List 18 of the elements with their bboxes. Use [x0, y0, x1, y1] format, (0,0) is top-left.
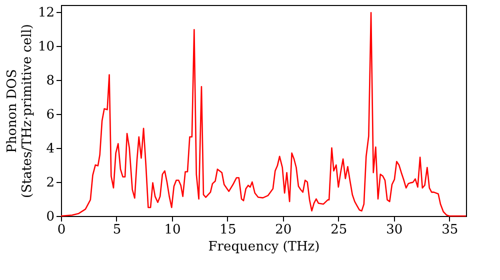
y-tick-label: 8	[46, 73, 54, 88]
x-axis-title: Frequency (THz)	[208, 240, 320, 254]
y-tick-label: 6	[46, 107, 54, 122]
y-tick-label: 0	[46, 210, 54, 224]
x-tick-label: 35	[442, 222, 458, 238]
y-tick-label: 10	[38, 39, 54, 54]
y-tick-label: 4	[46, 141, 54, 156]
x-tick-label: 5	[112, 222, 122, 238]
x-tick-label: 10	[164, 222, 181, 238]
y-axis-title: Phonon DOS (States/THz·primitive cell)	[4, 24, 35, 198]
line-series	[60, 12, 467, 217]
y-tick-label: 12	[38, 5, 54, 20]
y-tick-label: 2	[46, 175, 54, 190]
x-tick-label: 15	[220, 222, 236, 238]
x-tick-label: 20	[275, 222, 292, 238]
x-tick-label: 25	[330, 222, 348, 238]
x-tick-label: 30	[386, 222, 403, 238]
x-tick-label: 0	[57, 222, 66, 238]
